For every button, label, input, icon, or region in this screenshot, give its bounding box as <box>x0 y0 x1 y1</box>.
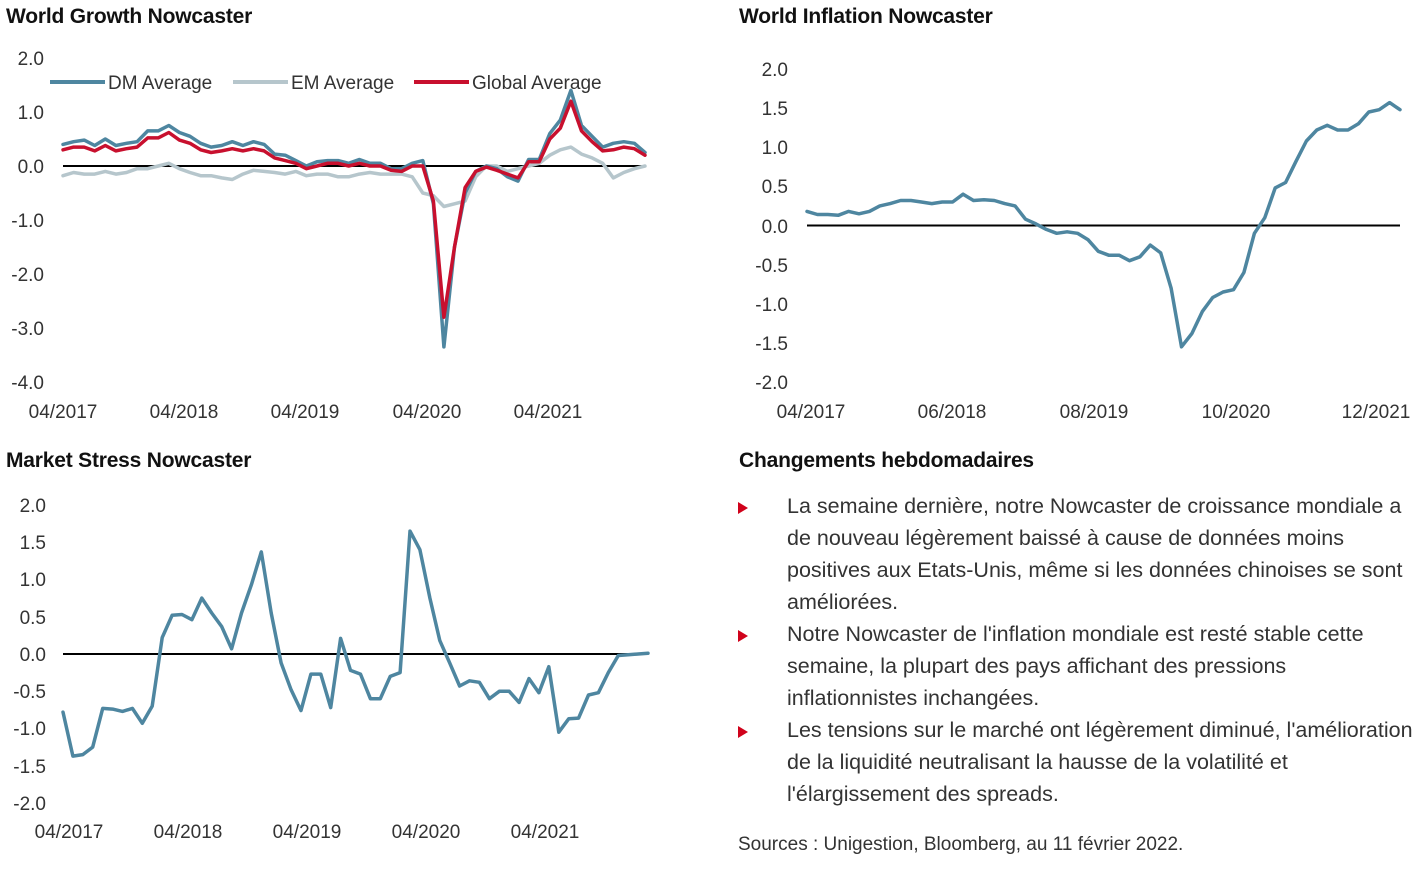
stress-y-tick-label: -2.0 <box>13 794 46 815</box>
growth-x-tick-label: 04/2019 <box>271 402 340 423</box>
stress-x-tick-label: 04/2021 <box>511 822 580 843</box>
stress-y-tick-label: -0.5 <box>13 682 46 703</box>
growth-x-tick-label: 04/2021 <box>514 402 583 423</box>
legend-dm-average-label: DM Average <box>108 73 212 94</box>
inflation-y-tick-label: -1.0 <box>755 295 788 316</box>
growth-y-tick-label: -2.0 <box>11 265 44 286</box>
inflation-y-tick-label: 0.0 <box>762 217 788 238</box>
growth-y-tick-label: -4.0 <box>11 373 44 394</box>
bullet-arrow-icon <box>738 630 748 642</box>
sources-note: Sources : Unigestion, Bloomberg, au 11 f… <box>738 834 1184 855</box>
inflation-series-line <box>805 100 1402 349</box>
stress-y-tick-label: 0.0 <box>20 645 46 666</box>
growth-y-tick-label: 0.0 <box>18 157 44 178</box>
stress-y-tick-label: 1.5 <box>20 533 46 554</box>
bullet-arrow-icon <box>738 726 748 738</box>
inflation-x-tick-label: 12/2021 <box>1342 402 1411 423</box>
stress-y-tick-label: -1.0 <box>13 719 46 740</box>
growth-dm-average-line <box>61 88 647 349</box>
growth-y-tick-label: -1.0 <box>11 211 44 232</box>
stress-x-tick-label: 04/2020 <box>392 822 461 843</box>
bullet-arrow-icon <box>738 502 748 514</box>
growth-chart-title: World Growth Nowcaster <box>6 5 253 28</box>
commentary-text: La semaine dernière, notre Nowcaster de … <box>787 494 1403 614</box>
commentary-list: La semaine dernière, notre Nowcaster de … <box>738 490 1418 810</box>
commentary-item: Notre Nowcaster de l'inflation mondiale … <box>738 618 1418 714</box>
stress-series-line <box>61 529 650 758</box>
growth-x-tick-label: 04/2018 <box>150 402 219 423</box>
stress-y-tick-label: -1.5 <box>13 757 46 778</box>
inflation-y-tick-label: 0.5 <box>762 177 788 198</box>
growth-y-tick-label: 1.0 <box>18 103 44 124</box>
stress-x-tick-label: 04/2017 <box>35 822 104 843</box>
commentary-text: Les tensions sur le marché ont légèremen… <box>787 718 1413 806</box>
stress-y-tick-label: 2.0 <box>20 496 46 517</box>
stress-chart-title: Market Stress Nowcaster <box>6 449 252 472</box>
inflation-x-tick-label: 08/2019 <box>1060 402 1129 423</box>
growth-global-average-line <box>61 99 647 319</box>
weekly-changes-title: Changements hebdomadaires <box>739 449 1034 472</box>
commentary-text: Notre Nowcaster de l'inflation mondiale … <box>787 622 1364 710</box>
inflation-y-tick-label: -0.5 <box>755 256 788 277</box>
legend-global-average-label: Global Average <box>472 73 602 94</box>
growth-x-tick-label: 04/2020 <box>393 402 462 423</box>
inflation-y-tick-label: 1.5 <box>762 99 788 120</box>
legend-em-average-label: EM Average <box>291 73 394 94</box>
growth-y-tick-label: -3.0 <box>11 319 44 340</box>
inflation-x-tick-label: 06/2018 <box>918 402 987 423</box>
growth-y-tick-label: 2.0 <box>18 49 44 70</box>
inflation-chart-title: World Inflation Nowcaster <box>739 5 993 28</box>
stress-plot: 2.0 1.5 1.0 0.5 0.0 -0.5 -1.0 -1.5 -2.0 04/2017 04… <box>13 496 650 843</box>
inflation-y-tick-label: -2.0 <box>755 373 788 394</box>
stress-x-tick-label: 04/2018 <box>154 822 223 843</box>
stress-y-tick-label: 0.5 <box>20 608 46 629</box>
stress-y-tick-label: 1.0 <box>20 570 46 591</box>
commentary-item: La semaine dernière, notre Nowcaster de … <box>738 490 1418 618</box>
growth-x-tick-label: 04/2017 <box>29 402 98 423</box>
inflation-x-tick-label: 04/2017 <box>777 402 846 423</box>
growth-em-average-line <box>61 145 647 209</box>
inflation-y-tick-label: 1.0 <box>762 138 788 159</box>
stress-x-tick-label: 04/2019 <box>273 822 342 843</box>
inflation-y-tick-label: -1.5 <box>755 334 788 355</box>
commentary-item: Les tensions sur le marché ont légèremen… <box>738 714 1418 810</box>
growth-plot: 2.0 1.0 0.0 -1.0 -2.0 -3.0 -4.0 04/2017 04/2018 0… <box>11 49 647 423</box>
inflation-x-tick-label: 10/2020 <box>1202 402 1271 423</box>
inflation-y-tick-label: 2.0 <box>762 60 788 81</box>
inflation-plot: 2.0 1.5 1.0 0.5 0.0 -0.5 -1.0 -1.5 -2.0 04/2017 06… <box>755 60 1410 423</box>
